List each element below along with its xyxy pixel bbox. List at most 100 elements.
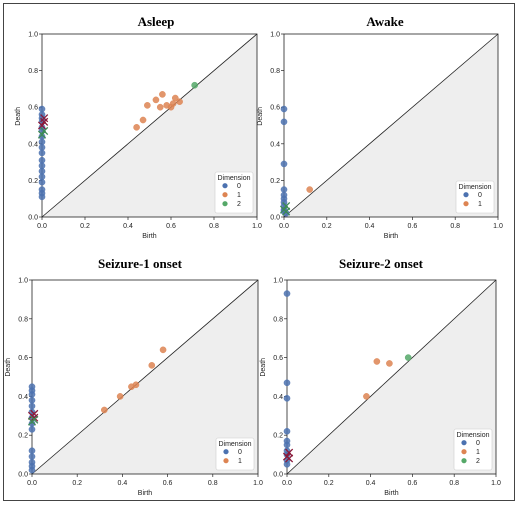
- legend-marker: [463, 201, 469, 207]
- chart-panel-4: Seizure-2 onset 0.0 0.2 0.4 0.6 0.8 1.0 0.0 0.2 0…: [260, 256, 501, 497]
- data-point-dim-0: [28, 391, 36, 398]
- x-tick-label: 0.2: [72, 480, 82, 487]
- data-point-dim-0: [38, 162, 46, 170]
- data-point-dim-0: [38, 193, 46, 201]
- legend-entry-label: 0: [478, 192, 482, 199]
- y-axis-label: Death: [260, 358, 267, 377]
- data-point-dim-0: [28, 466, 36, 474]
- data-point-cross: [30, 413, 39, 422]
- data-point-cross: [27, 417, 37, 426]
- data-point-dim-0: [38, 173, 46, 181]
- y-tick-label: 0.6: [18, 355, 28, 362]
- chart-panel-1: Asleep 0.0 0.2 0.4 0.6 0.8 1.0 0.0 0.2 0.4 0.6 0.8 1…: [15, 14, 262, 240]
- data-point-dim-0: [28, 426, 36, 433]
- y-tick-label: 0.6: [273, 355, 283, 362]
- data-point-cross: [37, 121, 47, 130]
- chart-title: Seizure-2 onset: [339, 256, 424, 271]
- data-point-dim-1: [169, 100, 177, 107]
- data-point-dim-1: [148, 362, 156, 369]
- data-point-dim-1: [116, 393, 124, 400]
- cross-stroke: [40, 126, 49, 136]
- data-point-dim-0: [38, 144, 46, 151]
- data-point-cross: [37, 130, 47, 139]
- y-tick-label: 0.2: [273, 433, 283, 440]
- data-point-dim-0: [28, 402, 36, 410]
- diagonal-line: [41, 33, 258, 218]
- y-tick-label: 0.4: [273, 394, 283, 401]
- legend-entry-label: 0: [238, 449, 242, 456]
- data-point-dim-1: [133, 124, 140, 131]
- y-tick-label: 0.4: [270, 141, 280, 148]
- x-tick-label: 0.4: [118, 480, 128, 487]
- legend-marker: [222, 183, 228, 189]
- x-tick-label: 0.6: [163, 480, 173, 487]
- y-tick-label: 0.4: [28, 141, 38, 148]
- legend-marker: [461, 449, 467, 455]
- cross-stroke: [40, 114, 49, 123]
- data-point-dim-1: [363, 393, 370, 400]
- x-tick-label: 0.6: [166, 223, 176, 230]
- y-axis-label: Death: [15, 107, 22, 126]
- legend-entry-label: 1: [478, 201, 482, 208]
- y-tick-label: 0.0: [18, 472, 28, 479]
- legend-title: Dimension: [458, 184, 491, 191]
- data-point-dim-2: [191, 81, 198, 89]
- data-point-cross: [40, 126, 49, 136]
- chart-panel-2: Awake 0.0 0.2 0.4 0.6 0.8 1.0 0.0 0.2 0.4 0.6 0.8 1.…: [257, 14, 503, 240]
- cross-stroke: [27, 417, 37, 426]
- x-tick-label: 0.0: [37, 223, 47, 230]
- data-point-dim-0: [38, 167, 46, 175]
- legend-marker: [463, 192, 469, 198]
- chart-title: Awake: [366, 14, 404, 29]
- legend-marker: [222, 201, 228, 207]
- y-tick-label: 1.0: [273, 278, 283, 285]
- x-tick-label: 1.0: [252, 223, 262, 230]
- x-tick-label: 0.8: [208, 480, 218, 487]
- data-point-dim-1: [156, 103, 164, 111]
- data-point-dim-2: [404, 354, 412, 361]
- y-tick-label: 0.4: [18, 394, 28, 401]
- y-axis-label: Death: [257, 107, 264, 126]
- x-tick-label: 0.4: [366, 480, 376, 487]
- data-point-dim-1: [101, 406, 108, 414]
- data-point-dim-0: [28, 453, 36, 460]
- x-tick-label: 0.2: [324, 480, 334, 487]
- legend-entry-label: 2: [237, 201, 241, 208]
- y-tick-label: 0.8: [273, 316, 283, 323]
- data-point-dim-0: [28, 396, 36, 404]
- data-point-cross: [285, 454, 294, 463]
- data-point-dim-0: [283, 441, 291, 449]
- data-point-dim-0: [283, 395, 291, 402]
- legend-entry-label: 0: [476, 440, 480, 447]
- x-axis-label: Birth: [138, 490, 153, 497]
- data-point-dim-1: [159, 91, 166, 98]
- x-tick-label: 0.0: [282, 480, 292, 487]
- legend-entry-label: 0: [237, 183, 241, 190]
- x-tick-label: 1.0: [253, 480, 263, 487]
- chart-panel-3: Seizure-1 onset 0.0 0.2 0.4 0.6 0.8 1.0 0.0 0.2 0…: [5, 256, 263, 497]
- data-point-cross: [40, 114, 49, 123]
- data-point-dim-0: [280, 118, 288, 126]
- x-tick-label: 1.0: [491, 480, 501, 487]
- x-axis-label: Birth: [384, 233, 399, 240]
- data-point-dim-1: [139, 116, 147, 124]
- x-tick-label: 0.0: [27, 480, 37, 487]
- plot-area-border: [286, 279, 497, 475]
- y-tick-label: 0.8: [28, 68, 38, 75]
- legend-marker: [461, 458, 467, 464]
- x-tick-label: 0.6: [408, 480, 418, 487]
- data-point-dim-1: [132, 381, 140, 389]
- data-point-dim-0: [280, 105, 288, 113]
- data-point-dim-0: [283, 290, 291, 297]
- data-point-dim-0: [283, 428, 291, 435]
- y-tick-label: 0.2: [28, 178, 38, 185]
- cross-stroke: [40, 117, 49, 126]
- legend-marker: [461, 440, 467, 446]
- x-tick-label: 0.4: [365, 223, 375, 230]
- data-point-dim-1: [171, 94, 179, 102]
- data-point-dim-0: [282, 210, 290, 217]
